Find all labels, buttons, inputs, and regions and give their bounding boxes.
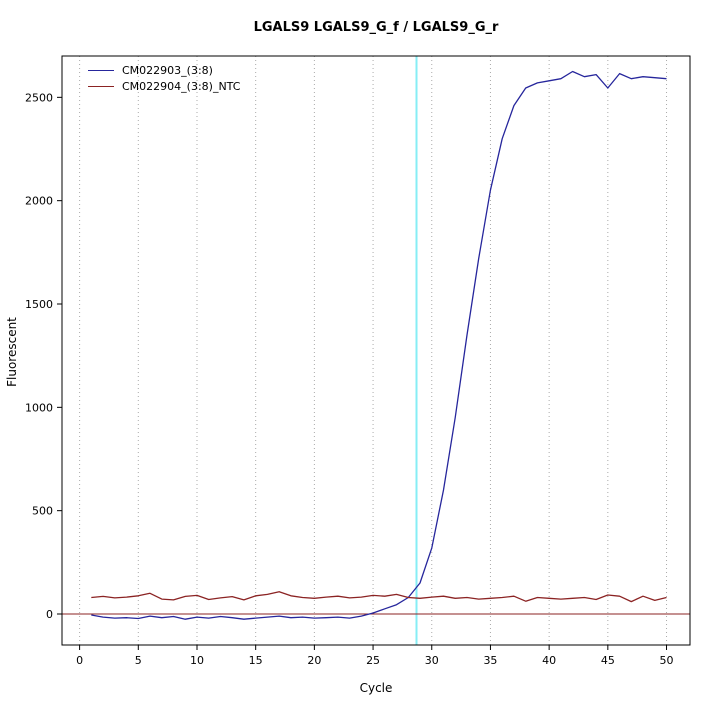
legend-item-sample: CM022903_(3:8) [88, 63, 240, 77]
x-tick-label: 40 [542, 654, 556, 667]
series-line-1 [91, 591, 667, 603]
y-axis-label: Fluorescent [5, 317, 19, 387]
y-tick-label: 1000 [25, 401, 53, 414]
x-tick-label: 45 [601, 654, 615, 667]
y-tick-label: 2500 [25, 91, 53, 104]
x-tick-label: 30 [425, 654, 439, 667]
legend-item-ntc: CM022904_(3:8)_NTC [88, 79, 240, 93]
series-layer [91, 70, 667, 620]
x-tick-label: 25 [366, 654, 380, 667]
x-tick-label: 0 [76, 654, 83, 667]
legend-label-sample: CM022903_(3:8) [122, 63, 213, 77]
x-tick-label: 35 [483, 654, 497, 667]
x-tick-label: 10 [190, 654, 204, 667]
y-tick-label: 0 [46, 608, 53, 621]
y-tick-label: 2000 [25, 195, 53, 208]
plot-border [61, 55, 691, 646]
x-axis-label: Cycle [360, 681, 393, 695]
grid-layer [79, 56, 668, 645]
reference-lines-layer [62, 56, 690, 645]
legend-line-swatch-sample [88, 69, 114, 71]
legend: CM022903_(3:8) CM022904_(3:8)_NTC [88, 63, 240, 93]
plot-frame-layer [61, 55, 691, 646]
x-tick-label: 15 [249, 654, 263, 667]
x-tick-label: 5 [135, 654, 142, 667]
legend-label-ntc: CM022904_(3:8)_NTC [122, 79, 241, 93]
series-line-0 [91, 70, 667, 620]
y-tick-label: 500 [32, 505, 53, 518]
y-tick-label: 1500 [25, 298, 53, 311]
x-tick-label: 20 [307, 654, 321, 667]
x-tick-label: 50 [660, 654, 674, 667]
legend-line-swatch-ntc [88, 85, 114, 87]
chart-title: LGALS9 LGALS9_G_f / LGALS9_G_r [254, 20, 499, 35]
